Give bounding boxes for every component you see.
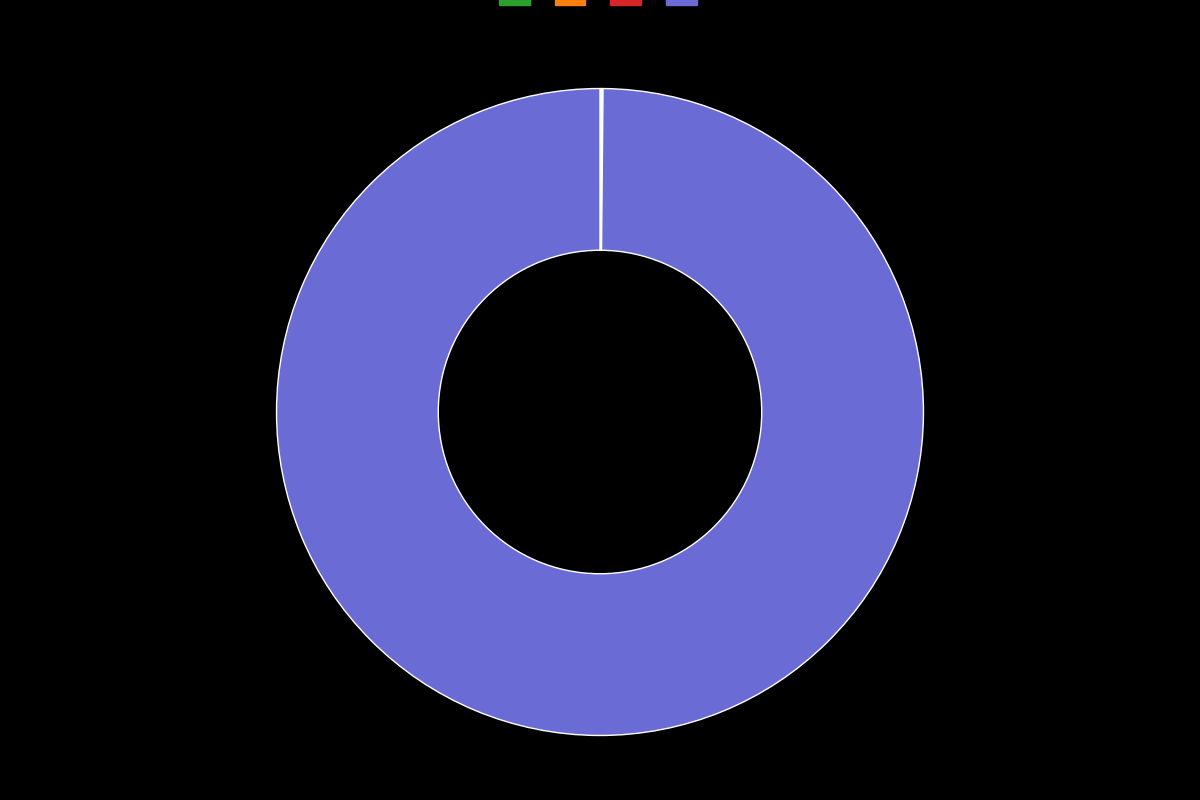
Wedge shape [601, 89, 604, 250]
Wedge shape [276, 89, 924, 735]
Legend: , , , : , , , [493, 0, 707, 13]
Wedge shape [600, 89, 602, 250]
